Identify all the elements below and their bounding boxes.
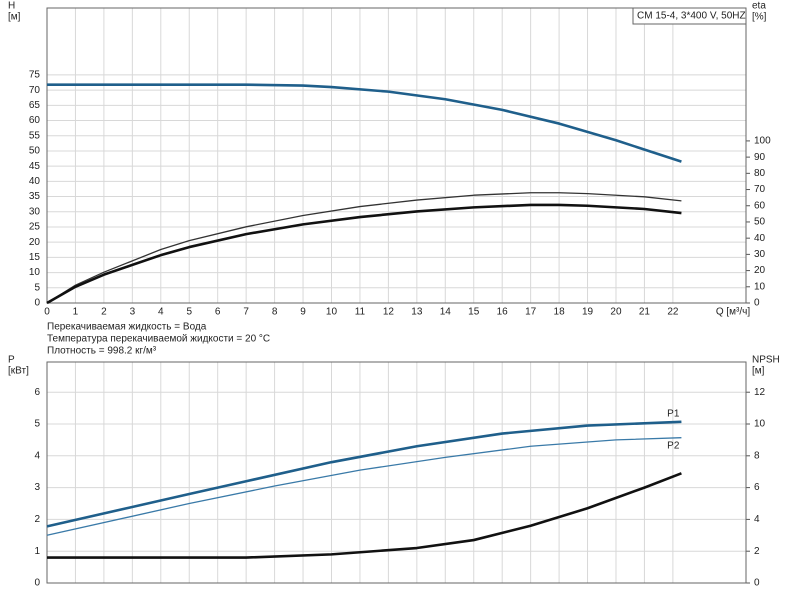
x-tick-label: 21 <box>639 307 651 318</box>
y-tick-label: 50 <box>29 146 41 157</box>
x-tick-label: 4 <box>158 307 164 318</box>
x-tick-label: 3 <box>130 307 136 318</box>
curve <box>46 192 682 304</box>
y-tick-label: 5 <box>34 282 40 293</box>
x-tick-label: 16 <box>497 307 509 318</box>
y-axis-label: [кВт] <box>8 366 29 377</box>
y2-axis-label: [%] <box>752 12 767 23</box>
chart-title: CM 15-4, 3*400 V, 50HZ <box>637 11 746 22</box>
plot-frame <box>46 361 747 584</box>
y-tick-label: 75 <box>29 70 41 81</box>
curve <box>46 437 682 536</box>
note: Температура перекачиваемой жидкости = 20… <box>47 334 270 345</box>
y-tick-label: 15 <box>29 252 41 263</box>
y-tick-label: 3 <box>34 482 40 493</box>
x-tick-label: 9 <box>300 307 306 318</box>
y2-tick-label: 12 <box>754 387 766 398</box>
x-tick-label: 22 <box>667 307 679 318</box>
y-tick-label: 70 <box>29 85 41 96</box>
y2-tick-label: 8 <box>754 450 760 461</box>
y2-tick-label: 10 <box>754 281 766 292</box>
y-tick-label: 40 <box>29 176 41 187</box>
x-tick-label: 12 <box>383 307 395 318</box>
y2-tick-label: 30 <box>754 249 766 260</box>
y-tick-label: 2 <box>34 514 40 525</box>
note: Плотность = 998.2 кг/м³ <box>47 346 157 357</box>
x-tick-label: 7 <box>243 307 249 318</box>
x-tick-label: 10 <box>326 307 338 318</box>
y2-tick-label: 0 <box>754 578 760 589</box>
y-tick-label: 0 <box>34 578 40 589</box>
y-axis-label: P <box>8 355 15 366</box>
y-tick-label: 5 <box>34 419 40 430</box>
x-tick-label: 18 <box>554 307 566 318</box>
curve <box>47 472 682 559</box>
x-tick-label: 19 <box>582 307 594 318</box>
x-tick-label: 8 <box>272 307 278 318</box>
y2-tick-label: 60 <box>754 200 766 211</box>
y-tick-label: 55 <box>29 130 41 141</box>
y2-tick-label: 100 <box>754 136 771 147</box>
y-tick-label: 45 <box>29 161 41 172</box>
y2-axis-label: [м] <box>752 366 765 377</box>
y-tick-label: 1 <box>34 546 40 557</box>
y2-tick-label: 50 <box>754 217 766 228</box>
x-tick-label: 11 <box>355 307 366 318</box>
x-axis-label: Q [м³/ч] <box>716 307 751 318</box>
x-tick-label: 14 <box>440 307 452 318</box>
curve <box>47 83 682 163</box>
y-tick-label: 65 <box>29 100 41 111</box>
plot-frame <box>46 7 747 304</box>
y2-tick-label: 0 <box>754 298 760 309</box>
y2-tick-label: 4 <box>754 514 760 525</box>
y2-tick-label: 2 <box>754 546 760 557</box>
y2-axis-label: NPSH <box>752 355 780 366</box>
y2-tick-label: 6 <box>754 482 760 493</box>
x-tick-label: 15 <box>468 307 480 318</box>
note: Перекачиваемая жидкость = Вода <box>47 322 207 333</box>
y-tick-label: 25 <box>29 222 41 233</box>
x-tick-label: 2 <box>101 307 107 318</box>
x-tick-label: 17 <box>525 307 537 318</box>
x-tick-label: 6 <box>215 307 221 318</box>
y-tick-label: 6 <box>34 387 40 398</box>
y2-tick-label: 40 <box>754 233 766 244</box>
curve-label: P1 <box>667 408 680 419</box>
x-tick-label: 0 <box>44 307 50 318</box>
y-axis-label: H <box>8 1 15 12</box>
y-tick-label: 35 <box>29 191 41 202</box>
x-tick-label: 5 <box>186 307 192 318</box>
x-tick-label: 13 <box>411 307 423 318</box>
y-tick-label: 60 <box>29 115 41 126</box>
y-axis-label: [м] <box>8 12 21 23</box>
y-tick-label: 0 <box>34 298 40 309</box>
y2-tick-label: 90 <box>754 152 766 163</box>
x-tick-label: 1 <box>73 307 79 318</box>
curve-label: P2 <box>667 440 680 451</box>
curve <box>46 203 682 305</box>
y2-tick-label: 20 <box>754 265 766 276</box>
y-tick-label: 20 <box>29 237 41 248</box>
y-tick-label: 4 <box>34 450 40 461</box>
title-box <box>632 7 747 25</box>
y2-tick-label: 10 <box>754 419 766 430</box>
curve <box>46 420 682 528</box>
y-tick-label: 10 <box>29 267 41 278</box>
y2-axis-label: eta <box>752 1 766 12</box>
x-tick-label: 20 <box>610 307 622 318</box>
y2-tick-label: 70 <box>754 184 766 195</box>
y-tick-label: 30 <box>29 206 41 217</box>
y2-tick-label: 80 <box>754 168 766 179</box>
